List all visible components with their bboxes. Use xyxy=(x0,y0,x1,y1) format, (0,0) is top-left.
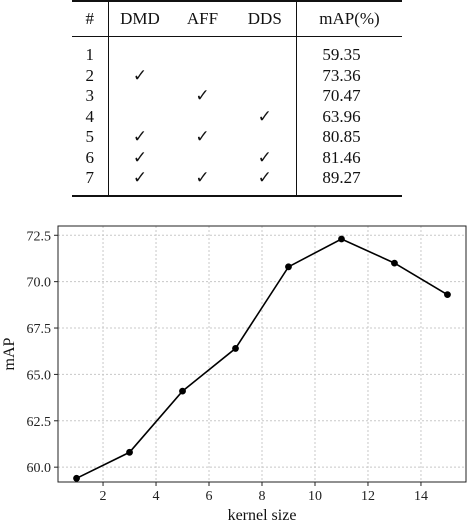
data-point xyxy=(73,474,80,482)
data-point xyxy=(232,345,239,352)
row-aff xyxy=(171,37,233,66)
row-aff xyxy=(171,66,233,87)
table-row: 7 ✓ ✓ ✓ 89.27 xyxy=(72,168,402,196)
table-row: 3 ✓ 70.47 xyxy=(72,86,402,107)
checkmark-icon: ✓ xyxy=(257,106,272,126)
checkmark-icon: ✓ xyxy=(195,127,210,147)
checkmark-icon: ✓ xyxy=(132,127,148,147)
data-point xyxy=(126,448,133,456)
x-tick-label: 14 xyxy=(414,489,428,504)
row-aff xyxy=(171,107,233,128)
header-dmd: DMD xyxy=(120,9,160,28)
checkmark-icon: ✓ xyxy=(132,168,148,188)
data-point xyxy=(179,387,186,395)
checkmark-icon: ✓ xyxy=(257,147,272,167)
checkmark-icon: ✓ xyxy=(132,147,148,167)
row-map: 59.35 xyxy=(296,36,402,66)
x-axis-label: kernel size xyxy=(228,507,297,522)
series-line xyxy=(76,238,448,480)
row-id: 2 xyxy=(72,65,109,86)
table-row: 4 ✓ 63.96 xyxy=(72,106,402,128)
x-tick-label: 12 xyxy=(361,489,375,504)
table-row: 6 ✓ ✓ 81.46 xyxy=(72,147,402,169)
row-id: 7 xyxy=(72,168,109,196)
table-row: 2 ✓ 73.36 xyxy=(72,65,402,87)
row-dmd xyxy=(108,37,171,66)
row-map: 89.27 xyxy=(296,168,402,196)
x-tick-label: 2 xyxy=(100,489,107,504)
row-map: 70.47 xyxy=(296,86,402,107)
header-aff: AFF xyxy=(186,9,219,28)
header-id: # xyxy=(72,1,109,37)
y-tick-label: 60.0 xyxy=(27,461,52,476)
y-tick-label: 70.0 xyxy=(27,276,52,291)
row-dds xyxy=(234,86,297,107)
row-id: 3 xyxy=(72,86,109,107)
x-tick-label: 6 xyxy=(206,489,213,504)
ablation-table: # DMD AFF DDS mAP(%) 1 59.35 2 ✓ 73.36 3 ✓ 70.4… xyxy=(72,0,402,197)
row-dmd xyxy=(108,86,171,107)
header-map: mAP(%) xyxy=(296,1,402,37)
data-point xyxy=(391,259,398,267)
row-id: 1 xyxy=(72,36,109,66)
checkmark-icon: ✓ xyxy=(195,86,210,106)
row-dmd xyxy=(108,107,171,128)
table-row: 1 59.35 xyxy=(72,36,402,66)
row-dds xyxy=(234,37,297,66)
row-map: 81.46 xyxy=(296,147,402,168)
data-point xyxy=(285,263,292,271)
row-aff xyxy=(171,148,233,169)
table-body: 1 59.35 2 ✓ 73.36 3 ✓ 70.47 4 ✓ 63.96 5 ✓ ✓ 80.85 6 ✓ ✓ 81… xyxy=(72,36,402,196)
y-tick-label: 67.5 xyxy=(27,322,52,337)
checkmark-icon: ✓ xyxy=(132,65,148,85)
row-map: 80.85 xyxy=(296,127,402,148)
row-dds xyxy=(234,66,297,87)
y-tick-label: 62.5 xyxy=(27,415,52,430)
row-id: 5 xyxy=(72,127,109,148)
data-point xyxy=(338,235,345,243)
row-map: 63.96 xyxy=(296,106,402,127)
header-dds: DDS xyxy=(247,9,282,28)
data-point xyxy=(444,291,451,299)
y-axis-label: mAP xyxy=(1,337,18,370)
y-tick-label: 72.5 xyxy=(27,229,52,244)
row-id: 6 xyxy=(72,147,109,168)
table-row: 5 ✓ ✓ 80.85 xyxy=(72,127,402,148)
x-tick-label: 4 xyxy=(153,489,160,504)
checkmark-icon: ✓ xyxy=(257,168,272,188)
y-tick-label: 65.0 xyxy=(27,368,52,383)
row-map: 73.36 xyxy=(296,65,402,86)
row-dds xyxy=(234,127,297,148)
x-tick-label: 10 xyxy=(308,489,322,504)
x-tick-label: 8 xyxy=(259,489,266,504)
checkmark-icon: ✓ xyxy=(195,168,210,188)
table-header-row: # DMD AFF DDS mAP(%) xyxy=(72,1,402,37)
row-id: 4 xyxy=(72,106,109,127)
line-chart: 2 4 6 8 10 12 14 60.0 62.5 65.0 67.5 70.0 72.5 kernel… xyxy=(1,225,467,522)
